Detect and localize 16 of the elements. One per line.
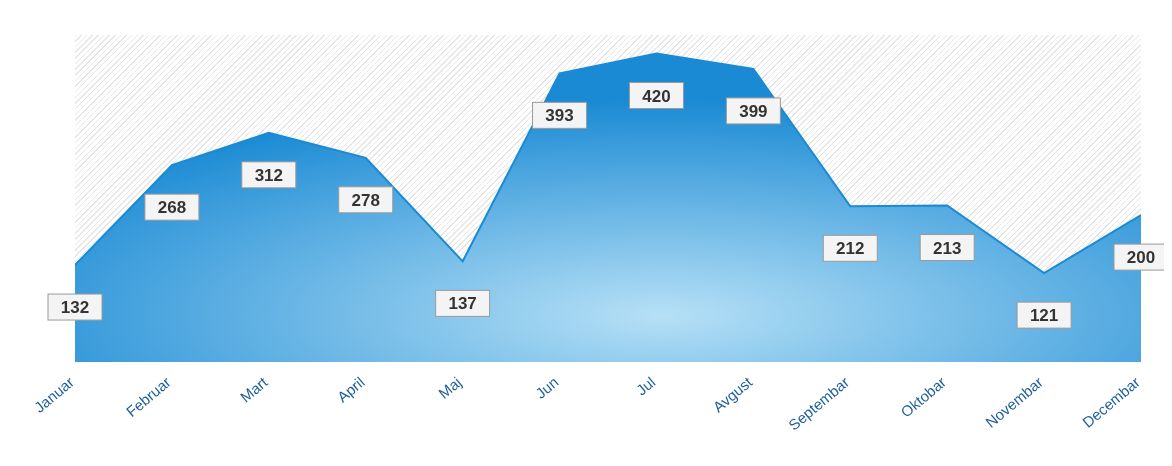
x-tick-label: Maj [435, 373, 465, 402]
data-label: 393 [545, 106, 574, 126]
data-label: 137 [448, 294, 477, 314]
x-tick-label: Jun [532, 373, 562, 402]
data-label: 268 [157, 198, 187, 218]
x-tick-label: Jul [632, 373, 659, 399]
data-label: 420 [642, 86, 671, 106]
data-label: 212 [836, 239, 865, 259]
data-label: 200 [1126, 248, 1156, 268]
data-label: 278 [351, 190, 380, 210]
data-label: 312 [254, 165, 284, 185]
data-label: 132 [60, 298, 90, 318]
data-label: 399 [739, 101, 768, 121]
data-label: 121 [1029, 306, 1059, 326]
x-tick-label: Mart [236, 372, 272, 406]
data-label: 213 [932, 238, 962, 258]
